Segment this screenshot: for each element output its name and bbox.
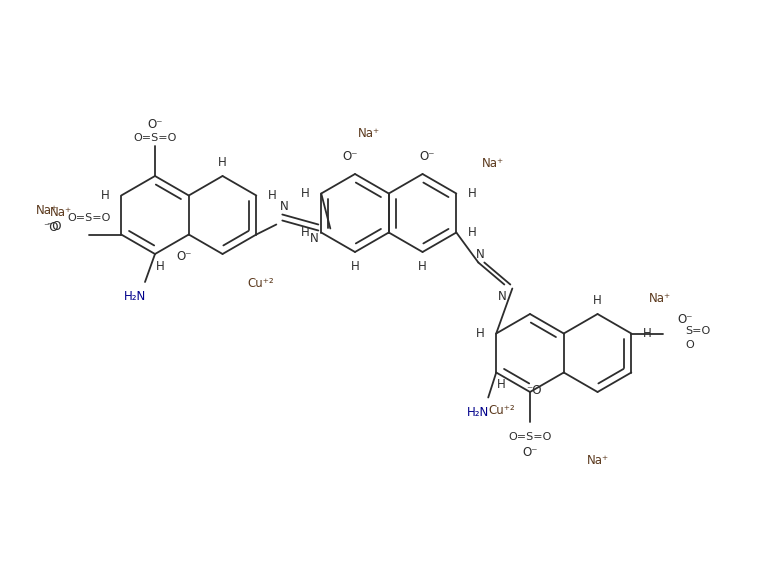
Text: H: H: [594, 293, 602, 307]
Text: H: H: [156, 260, 164, 272]
Text: O: O: [685, 340, 694, 350]
Text: N: N: [498, 290, 507, 303]
Text: O⁻: O⁻: [342, 149, 358, 163]
Text: S=O: S=O: [685, 327, 711, 336]
Text: H: H: [418, 260, 427, 272]
Text: ⁻O: ⁻O: [46, 220, 62, 233]
Text: H: H: [497, 378, 506, 391]
Text: H: H: [301, 187, 309, 200]
Text: H: H: [468, 226, 477, 239]
Text: Na⁺: Na⁺: [36, 204, 58, 217]
Text: ⁻O: ⁻O: [44, 221, 59, 234]
Text: H: H: [100, 189, 109, 202]
Text: O⁻: O⁻: [147, 117, 163, 131]
Text: H: H: [644, 327, 652, 340]
Text: H: H: [468, 187, 477, 200]
Text: H: H: [218, 156, 227, 168]
Text: Cu⁺²: Cu⁺²: [489, 404, 515, 418]
Text: O=S=O: O=S=O: [133, 133, 177, 143]
Text: O=S=O: O=S=O: [508, 432, 552, 442]
Text: O=S=O: O=S=O: [67, 213, 110, 223]
Text: N: N: [476, 248, 485, 261]
Text: H₂N: H₂N: [124, 289, 146, 303]
Text: Na⁺: Na⁺: [648, 292, 670, 304]
Text: Na⁺: Na⁺: [482, 156, 503, 170]
Text: H: H: [351, 260, 359, 272]
Text: Na⁺: Na⁺: [587, 454, 609, 467]
Text: O⁻: O⁻: [420, 149, 435, 163]
Text: H: H: [301, 226, 309, 239]
Text: ⁻O: ⁻O: [526, 384, 542, 397]
Text: H₂N: H₂N: [467, 406, 489, 419]
Text: O⁻: O⁻: [522, 446, 538, 458]
Text: N: N: [310, 232, 319, 245]
Text: N: N: [280, 200, 289, 213]
Text: H: H: [475, 327, 484, 340]
Text: Na⁺: Na⁺: [50, 206, 72, 219]
Text: Na⁺: Na⁺: [358, 127, 380, 139]
Text: O⁻: O⁻: [677, 313, 693, 326]
Text: O⁻: O⁻: [176, 250, 192, 263]
Text: H: H: [269, 189, 277, 202]
Text: Cu⁺²: Cu⁺²: [247, 277, 274, 289]
